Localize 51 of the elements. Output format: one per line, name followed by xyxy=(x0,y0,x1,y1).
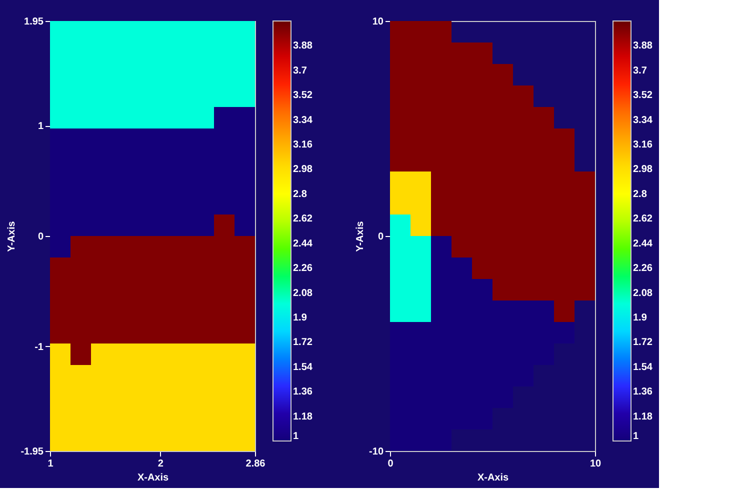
x-tick-label: 2 xyxy=(158,458,164,470)
color-bar-label: 3.7 xyxy=(293,65,308,76)
color-bar-label: 1.9 xyxy=(633,312,648,324)
y-tick-label: 0 xyxy=(378,232,384,242)
color-bar-label: 1.54 xyxy=(633,362,653,373)
x-tick-label: 2.86 xyxy=(246,458,266,470)
color-bar-label: 3.88 xyxy=(293,40,313,52)
y-axis-title: Y-Axis xyxy=(355,220,366,252)
x-tick-label: 1 xyxy=(48,458,54,470)
x-axis-title: X-Axis xyxy=(477,472,509,484)
color-bar-label: 1.54 xyxy=(293,362,313,373)
color-bar-label: 1 xyxy=(633,431,639,442)
color-bar-label: 2.26 xyxy=(293,263,313,274)
color-bar-label: 3.7 xyxy=(633,65,648,76)
color-bar-label: 1 xyxy=(293,431,299,442)
color-bar-label: 3.52 xyxy=(293,90,313,102)
y-tick-label: -10 xyxy=(369,446,384,458)
y-tick-label: 1 xyxy=(38,121,44,132)
y-tick-label: 0 xyxy=(38,232,44,242)
color-bar-label: 2.8 xyxy=(293,188,308,200)
color-bar-label: 1.72 xyxy=(293,337,313,348)
color-bar-label: 1.36 xyxy=(633,386,653,398)
color-bar-label: 2.44 xyxy=(633,238,653,250)
color-bar-label: 2.26 xyxy=(633,263,653,274)
x-axis-title: X-Axis xyxy=(137,472,169,484)
color-bar-label: 1.18 xyxy=(293,411,313,422)
color-bar-label: 3.34 xyxy=(633,114,653,126)
color-bar-label: 3.16 xyxy=(293,140,313,151)
color-bar-label: 2.98 xyxy=(293,164,313,176)
color-bar-label: 2.62 xyxy=(293,214,313,225)
y-tick-label: -1.95 xyxy=(20,446,44,458)
color-bar-label: 3.52 xyxy=(633,90,653,102)
color-bar-label: 1.72 xyxy=(633,337,653,348)
color-bar-label: 1.9 xyxy=(293,312,308,324)
color-bar-label: 1.18 xyxy=(633,411,653,422)
color-bar-label: 2.44 xyxy=(293,238,313,250)
x-tick-label: 0 xyxy=(388,458,394,470)
color-bar-label: 2.08 xyxy=(293,288,313,299)
y-tick-label: 10 xyxy=(372,16,384,28)
color-bar-label: 3.34 xyxy=(293,114,313,126)
color-bar-label: 2.98 xyxy=(633,164,653,176)
x-tick-label: 10 xyxy=(590,458,602,470)
color-bar-label: 3.16 xyxy=(633,140,653,151)
color-bar-label: 3.88 xyxy=(633,40,653,52)
color-bar-label: 2.62 xyxy=(633,214,653,225)
y-axis-title: Y-Axis xyxy=(6,220,18,252)
color-bar-label: 2.08 xyxy=(633,288,653,299)
y-tick-label: -1 xyxy=(34,342,44,353)
color-bar-label: 1.36 xyxy=(293,386,313,398)
y-tick-label: 1.95 xyxy=(24,16,44,28)
color-bar-label: 2.8 xyxy=(633,188,648,200)
